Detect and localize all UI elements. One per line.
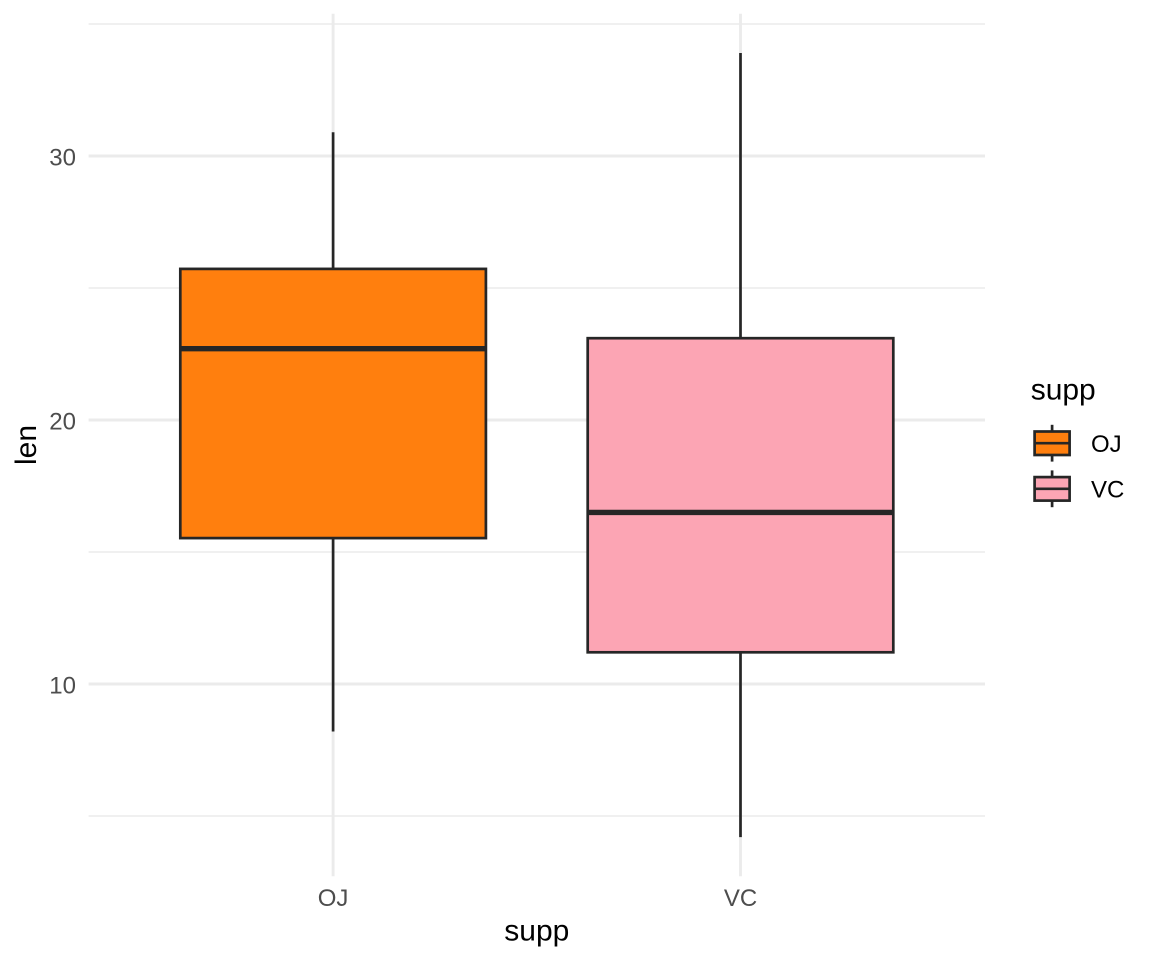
svg-text:30: 30 [49, 145, 76, 172]
svg-text:OJ: OJ [1091, 431, 1122, 458]
svg-text:VC: VC [1091, 477, 1124, 504]
svg-text:supp: supp [504, 915, 569, 948]
svg-text:len: len [10, 425, 43, 465]
svg-text:VC: VC [724, 885, 757, 912]
svg-text:20: 20 [49, 409, 76, 436]
svg-text:supp: supp [1031, 374, 1096, 407]
svg-text:10: 10 [49, 673, 76, 700]
svg-text:OJ: OJ [318, 885, 349, 912]
